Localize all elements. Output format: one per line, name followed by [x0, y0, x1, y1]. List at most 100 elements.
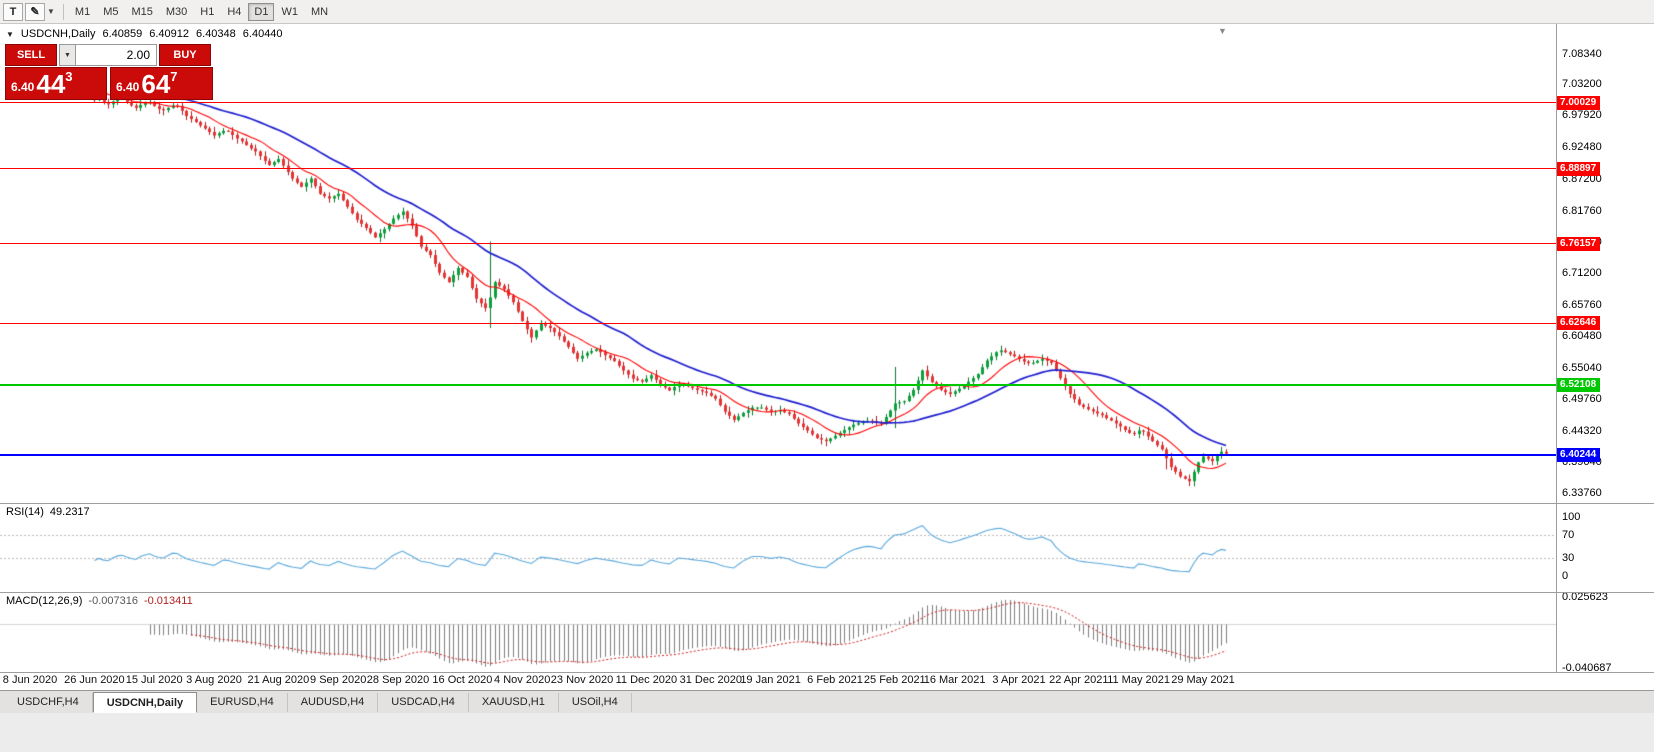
- horizontal-level-line[interactable]: [0, 454, 1556, 456]
- rsi-axis-label: 100: [1562, 511, 1581, 523]
- timeframe-button-m5[interactable]: M5: [103, 5, 119, 18]
- horizontal-level-line[interactable]: [0, 168, 1556, 170]
- price-axis-label: 6.44320: [1562, 425, 1602, 437]
- buy-price-big: 64: [141, 69, 171, 99]
- date-axis-label: 29 May 2021: [1171, 674, 1235, 686]
- timeframe-button-h4[interactable]: H4: [227, 5, 242, 18]
- date-axis-label: 28 Sep 2020: [366, 674, 430, 686]
- date-axis-label: 21 Aug 2020: [247, 674, 310, 686]
- panel-separator[interactable]: [0, 503, 1654, 504]
- level-price-badge: 6.88897: [1557, 161, 1601, 176]
- macd-indicator-panel: MACD(12,26,9) -0.007316 -0.013411: [0, 592, 1654, 672]
- chart-symbol-icon: ▼: [6, 29, 14, 39]
- sell-price-pip: 3: [65, 69, 73, 84]
- panel-separator[interactable]: [0, 592, 1654, 593]
- date-axis-label: 16 Mar 2021: [923, 674, 986, 686]
- rsi-indicator-panel: RSI(14) 49.2317: [0, 503, 1654, 592]
- horizontal-level-line[interactable]: [0, 243, 1556, 245]
- chart-tab-bar: USDCHF,H4 USDCNH,Daily EURUSD,H4 AUDUSD,H4 U…: [0, 690, 1654, 713]
- date-axis-label: 22 Apr 2021: [1049, 674, 1109, 686]
- price-chart-panel: ▼ USDCNH,Daily 6.40859 6.40912 6.40348 6…: [0, 24, 1654, 503]
- macd-canvas[interactable]: [0, 592, 1556, 672]
- timeframe-button-mn[interactable]: MN: [310, 5, 329, 18]
- timeframe-button-group: M1 M5 M15 M30 H1 H4 D1 W1 MN: [69, 2, 335, 21]
- timeframe-button-m15[interactable]: M15: [131, 5, 153, 18]
- horizontal-level-line[interactable]: [0, 102, 1556, 104]
- macd-main-value: -0.007316: [88, 595, 138, 607]
- timeframe-button-m1[interactable]: M1: [74, 5, 91, 18]
- status-strip: [0, 713, 1654, 752]
- level-price-badge: 6.76157: [1557, 236, 1601, 251]
- ohlc-low: 6.40348: [196, 28, 236, 40]
- sell-price-button[interactable]: 6.40 44 3: [5, 67, 107, 100]
- ohlc-high: 6.40912: [149, 28, 190, 40]
- macd-signal-value: -0.013411: [143, 595, 193, 607]
- timeframe-button-d1[interactable]: D1: [248, 2, 275, 21]
- date-axis-label: 31 Dec 2020: [679, 674, 742, 686]
- price-axis-label: 6.81760: [1562, 204, 1602, 217]
- level-price-badge: 7.00029: [1557, 95, 1601, 110]
- sell-button[interactable]: SELL: [5, 44, 57, 66]
- price-axis-label: 7.08340: [1562, 48, 1602, 61]
- chart-tab-usdcnh-daily[interactable]: USDCNH,Daily: [92, 692, 198, 713]
- text-tool-icon[interactable]: T: [3, 2, 23, 21]
- price-axis-border: [1556, 24, 1557, 672]
- price-axis-label: 6.71200: [1562, 266, 1602, 279]
- chart-tab-audusd-h4[interactable]: AUDUSD,H4: [288, 693, 379, 712]
- date-axis-label: 3 Apr 2021: [992, 674, 1046, 686]
- rsi-value: 49.2317: [49, 506, 90, 518]
- macd-label: MACD(12,26,9) -0.007316 -0.013411: [6, 595, 193, 607]
- chart-tab-xauusd-h1[interactable]: XAUUSD,H1: [469, 693, 559, 712]
- buy-button[interactable]: BUY: [159, 44, 211, 66]
- date-axis-label: 3 Aug 2020: [186, 674, 242, 686]
- date-axis-label: 9 Sep 2020: [310, 674, 367, 686]
- volume-input[interactable]: 2.00: [76, 44, 157, 66]
- horizontal-level-line[interactable]: [0, 384, 1556, 387]
- date-axis-label: 4 Nov 2020: [494, 674, 551, 686]
- pen-tool-icon[interactable]: ✎: [25, 2, 45, 21]
- buy-price-pip: 7: [170, 69, 178, 84]
- chart-shift-marker-icon[interactable]: ▼: [1218, 26, 1227, 36]
- macd-axis-label: 0.025623: [1562, 591, 1608, 603]
- date-axis-label: 11 May 2021: [1107, 674, 1170, 686]
- timeframe-button-w1[interactable]: W1: [281, 5, 298, 18]
- volume-dropdown-icon[interactable]: ▼: [59, 44, 76, 66]
- date-axis-label: 8 Jun 2020: [2, 674, 58, 686]
- price-axis-label: 6.92480: [1562, 141, 1602, 154]
- date-axis-label: 23 Nov 2020: [550, 674, 614, 686]
- ohlc-open: 6.40859: [102, 28, 143, 40]
- level-price-badge: 6.52108: [1557, 378, 1601, 393]
- price-axis-label: 6.97920: [1562, 109, 1602, 122]
- rsi-label: RSI(14) 49.2317: [6, 506, 90, 518]
- price-axis-label: 6.60480: [1562, 329, 1602, 342]
- ohlc-close: 6.40440: [242, 28, 283, 40]
- price-axis-label: 6.65760: [1562, 298, 1602, 311]
- pen-tool-dropdown-icon[interactable]: ▼: [47, 7, 55, 16]
- price-axis-label: 6.55040: [1562, 361, 1602, 374]
- timeframe-button-h1[interactable]: H1: [200, 5, 215, 18]
- one-click-trading-widget: SELL ▼ 2.00 BUY 6.40 44 3 6.40 64 7: [5, 44, 213, 100]
- price-axis-label: 6.49760: [1562, 392, 1602, 405]
- chart-tab-usoil-h4[interactable]: USOil,H4: [559, 693, 632, 712]
- buy-price-button[interactable]: 6.40 64 7: [110, 67, 213, 100]
- rsi-axis-label: 70: [1562, 528, 1575, 541]
- buy-price-prefix: 6.40: [116, 80, 140, 94]
- level-price-badge: 6.40244: [1557, 448, 1601, 462]
- chart-tab-usdcad-h4[interactable]: USDCAD,H4: [378, 693, 469, 712]
- date-axis-label: 6 Feb 2021: [807, 674, 863, 686]
- horizontal-level-line[interactable]: [0, 322, 1556, 324]
- chart-tab-usdchf-h4[interactable]: USDCHF,H4: [4, 693, 93, 712]
- timeframe-button-m30[interactable]: M30: [165, 5, 188, 18]
- rsi-name: RSI(14): [6, 506, 44, 518]
- price-axis-label: 6.87200: [1562, 172, 1602, 185]
- chart-tab-eurusd-h4[interactable]: EURUSD,H4: [197, 693, 288, 712]
- date-axis-label: 16 Oct 2020: [432, 674, 493, 686]
- date-axis[interactable]: 8 Jun 2020 26 Jun 2020 15 Jul 2020 3 Aug 20…: [0, 672, 1654, 690]
- date-axis-label: 26 Jun 2020: [64, 674, 125, 686]
- toolbar-separator: [62, 3, 64, 20]
- date-axis-label: 11 Dec 2020: [615, 674, 678, 686]
- rsi-canvas[interactable]: [0, 503, 1556, 592]
- date-axis-label: 25 Feb 2021: [863, 674, 926, 686]
- price-axis-label: 6.33760: [1562, 487, 1602, 500]
- price-chart-canvas[interactable]: [0, 24, 1556, 503]
